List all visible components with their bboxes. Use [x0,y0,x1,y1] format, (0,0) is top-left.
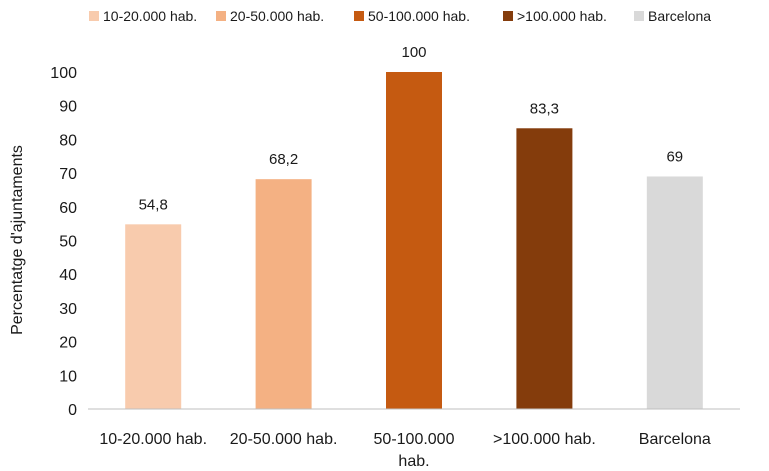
legend-swatch [634,11,644,21]
x-tick-label: 20-50.000 hab. [230,431,338,448]
data-label: 54,8 [139,196,168,213]
y-tick-label: 90 [59,99,77,116]
legend-swatch [89,11,99,21]
x-tick-label: >100.000 hab. [493,431,596,448]
y-tick-label: 100 [50,65,77,82]
y-tick-label: 10 [59,368,77,385]
data-label: 69 [666,148,683,165]
legend-label: 20-50.000 hab. [230,8,324,24]
x-axis-category-labels: 10-20.000 hab. 20-50.000 hab. 50-100.000 ha… [99,431,711,470]
bar [646,176,703,409]
bar [125,224,182,409]
bars [125,72,703,410]
legend-label: 50-100.000 hab. [368,8,470,24]
y-axis-ticks: 0 10 20 30 40 50 60 70 80 90 100 [50,65,77,419]
y-tick-label: 0 [68,402,77,419]
legend-swatch [216,11,226,21]
x-tick-label: 50-100.000 hab. [374,431,455,470]
data-labels: 54,8 68,2 100 83,3 69 [139,44,684,213]
data-label: 68,2 [269,151,298,168]
data-label: 83,3 [530,100,559,117]
legend-swatch [503,11,513,21]
bar [386,72,442,409]
y-tick-label: 20 [59,335,77,352]
y-tick-label: 80 [59,132,77,149]
x-tick-label: Barcelona [639,431,711,448]
y-tick-label: 50 [59,234,77,251]
y-tick-label: 30 [59,301,77,318]
legend-label: Barcelona [648,8,711,24]
legend-swatch [354,11,364,21]
y-tick-label: 60 [59,200,77,217]
bar [255,179,312,409]
legend-label: 10-20.000 hab. [103,8,197,24]
x-tick-label: 10-20.000 hab. [99,431,207,448]
bar [516,128,573,410]
y-tick-label: 40 [59,267,77,284]
y-axis-title: Percentatge d'ajuntaments [9,145,26,335]
legend-label: >100.000 hab. [517,8,607,24]
data-label: 100 [401,44,426,61]
y-tick-label: 70 [59,166,77,183]
legend: 10-20.000 hab. 20-50.000 hab. 50-100.000 h… [89,8,711,24]
